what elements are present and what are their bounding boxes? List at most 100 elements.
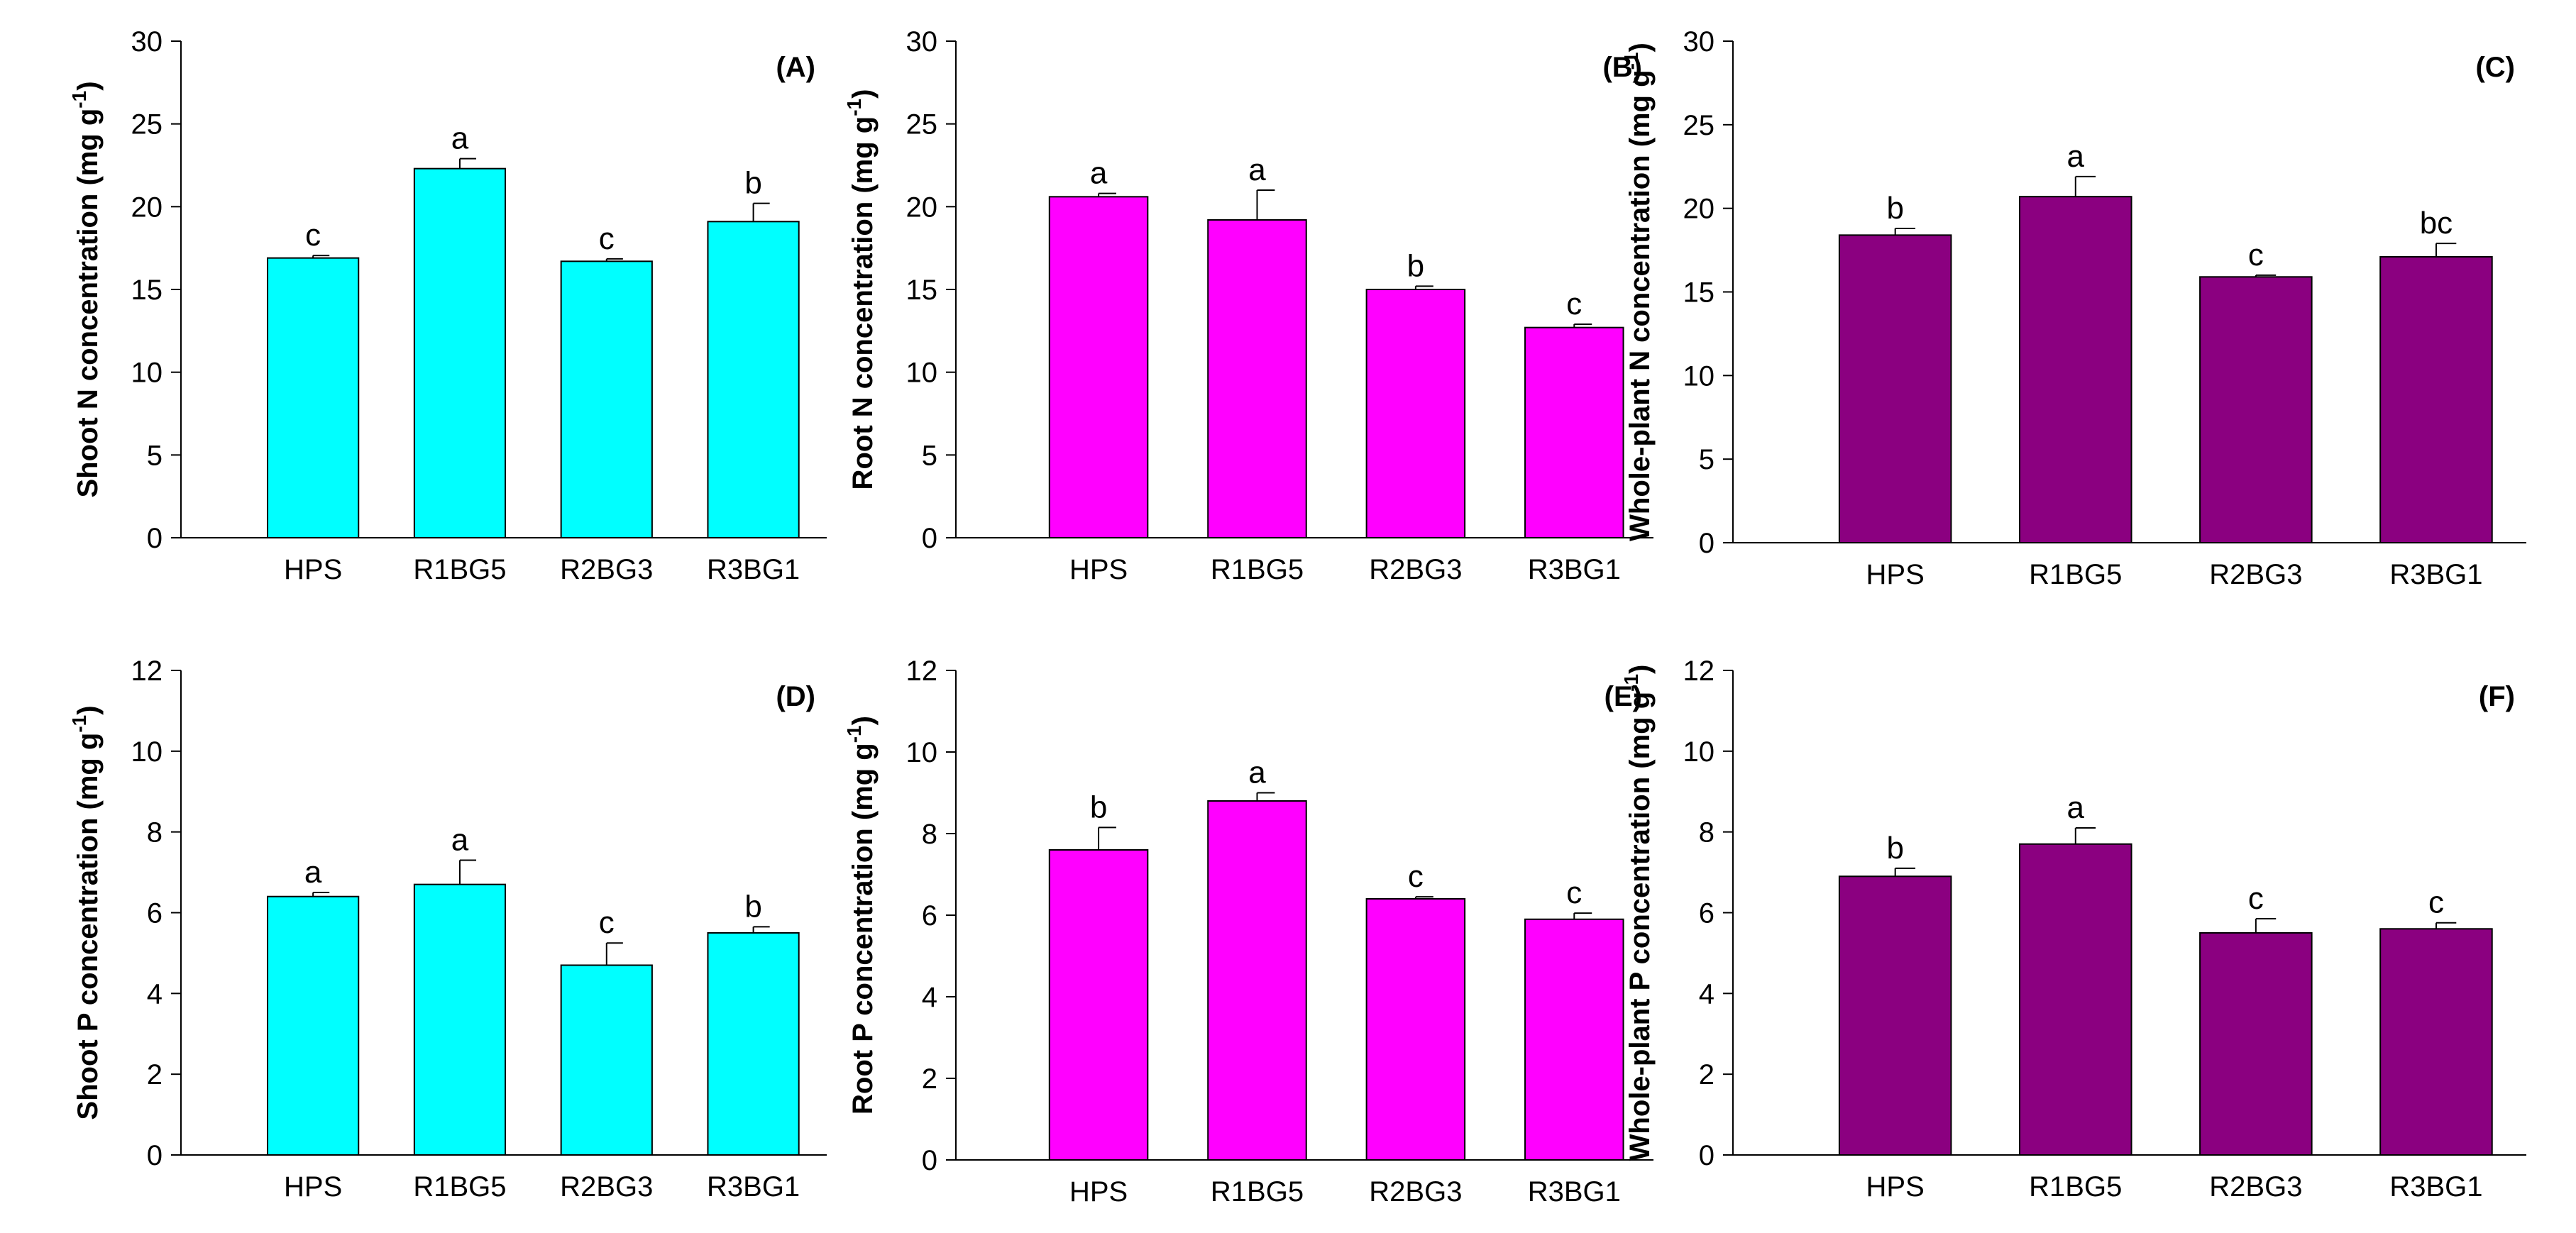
significance-letter: b bbox=[744, 889, 761, 924]
y-axis-title-main: Root N concentration (mg g bbox=[847, 116, 879, 490]
y-tick-label: 0 bbox=[922, 1145, 937, 1176]
x-tick-label: R3BG1 bbox=[1528, 554, 1621, 585]
x-tick-label: R2BG3 bbox=[2209, 1171, 2302, 1202]
y-axis-title: Root P concentration (mg g-1) bbox=[843, 716, 879, 1115]
y-tick-label: 15 bbox=[1683, 277, 1715, 309]
y-tick-label: 5 bbox=[147, 440, 163, 471]
y-axis-title-superscript: -1 bbox=[843, 725, 865, 743]
bar bbox=[2199, 931, 2313, 1156]
significance-letter: a bbox=[304, 855, 322, 890]
y-tick-label: 20 bbox=[1683, 194, 1715, 225]
y-tick-label: 2 bbox=[1699, 1059, 1714, 1090]
significance-letter: b bbox=[1886, 831, 1903, 866]
y-axis-title-end: ) bbox=[72, 705, 104, 714]
y-tick-label: 4 bbox=[147, 978, 163, 1010]
x-tick-label: HPS bbox=[1866, 559, 1925, 590]
x-tick-label: HPS bbox=[1866, 1171, 1925, 1202]
significance-letter: c bbox=[2248, 238, 2264, 272]
y-tick-label: 25 bbox=[131, 109, 163, 140]
bar bbox=[2019, 843, 2132, 1156]
bar bbox=[267, 257, 360, 538]
bar bbox=[1365, 289, 1466, 538]
bar bbox=[1524, 326, 1624, 538]
y-tick-label: 8 bbox=[1699, 817, 1714, 848]
significance-letter: b bbox=[744, 166, 761, 201]
y-axis-title-main: Whole-plant P concentration (mg g bbox=[1624, 692, 1656, 1161]
y-tick-label: 15 bbox=[906, 275, 938, 306]
bar bbox=[413, 167, 507, 538]
y-tick-label: 12 bbox=[131, 656, 163, 687]
significance-letter: bc bbox=[2420, 206, 2453, 240]
y-tick-label: 10 bbox=[1683, 736, 1715, 768]
y-axis-title-main: Shoot P concentration (mg g bbox=[72, 733, 104, 1120]
y-tick-label: 30 bbox=[906, 26, 938, 57]
significance-letter: a bbox=[1090, 156, 1108, 191]
y-tick-label: 5 bbox=[922, 440, 937, 471]
chart-panel: 0 5 10 15 20 25 30 b HPS a R1BG5 c R2BG3 bc R3BG1 (C) Wh… bbox=[1620, 26, 2526, 590]
bar bbox=[560, 964, 653, 1156]
y-tick-label: 2 bbox=[147, 1059, 163, 1090]
y-tick-label: 10 bbox=[906, 358, 938, 389]
chart-panel: 0 2 4 6 8 10 12 b HPS a R1BG5 c R2BG3 c R3BG1 (E) Root P… bbox=[843, 656, 1653, 1207]
y-axis-title-main: Shoot N concentration (mg g bbox=[72, 109, 104, 498]
significance-letter: a bbox=[2067, 139, 2085, 174]
y-tick-label: 12 bbox=[1683, 656, 1715, 687]
y-axis-title-main: Whole-plant N concentration (mg g bbox=[1624, 70, 1656, 541]
y-tick-label: 8 bbox=[147, 817, 163, 848]
significance-letter: c bbox=[599, 905, 615, 940]
x-tick-label: R1BG5 bbox=[413, 554, 506, 585]
significance-letter: b bbox=[1407, 248, 1424, 283]
y-tick-label: 10 bbox=[1683, 360, 1715, 392]
bar bbox=[1524, 918, 1624, 1161]
significance-letter: b bbox=[1090, 790, 1107, 824]
y-tick-label: 30 bbox=[131, 26, 163, 57]
significance-letter: c bbox=[1566, 875, 1582, 910]
y-axis-title-main: Root P concentration (mg g bbox=[847, 743, 879, 1115]
y-tick-label: 25 bbox=[1683, 110, 1715, 141]
significance-letter: a bbox=[1248, 153, 1266, 187]
x-tick-label: R3BG1 bbox=[2389, 559, 2482, 590]
x-tick-label: R1BG5 bbox=[1211, 554, 1304, 585]
y-tick-label: 10 bbox=[906, 737, 938, 768]
x-tick-label: HPS bbox=[1069, 1176, 1128, 1207]
y-axis-title-end: ) bbox=[1624, 665, 1656, 674]
x-tick-label: R3BG1 bbox=[707, 1171, 800, 1202]
panel-label: (A) bbox=[776, 52, 815, 83]
chart-panel: 0 2 4 6 8 10 12 a HPS a R1BG5 c R2BG3 b R3BG1 (D) Shoot … bbox=[68, 656, 827, 1202]
y-tick-label: 4 bbox=[922, 982, 937, 1013]
significance-letter: a bbox=[2067, 790, 2085, 825]
y-tick-label: 4 bbox=[1699, 978, 1714, 1010]
x-tick-label: R1BG5 bbox=[413, 1171, 506, 1202]
y-axis-title: Shoot P concentration (mg g-1) bbox=[68, 705, 104, 1119]
significance-letter: c bbox=[1566, 287, 1582, 321]
x-tick-label: R2BG3 bbox=[2209, 559, 2302, 590]
bar bbox=[707, 221, 800, 538]
bar bbox=[2019, 196, 2132, 543]
bar bbox=[1365, 898, 1466, 1161]
y-axis-title-end: ) bbox=[847, 89, 879, 99]
bar bbox=[2379, 928, 2493, 1156]
panel-label: (E) bbox=[1605, 681, 1642, 712]
bar bbox=[1838, 234, 1952, 543]
bar bbox=[1048, 849, 1149, 1161]
significance-letter: b bbox=[1886, 191, 1903, 226]
significance-letter: c bbox=[2428, 885, 2444, 920]
x-tick-label: R2BG3 bbox=[560, 554, 653, 585]
y-tick-label: 6 bbox=[1699, 898, 1714, 929]
bar bbox=[1207, 219, 1307, 538]
panel-label: (B) bbox=[1602, 52, 1642, 83]
x-tick-label: R3BG1 bbox=[1528, 1176, 1621, 1207]
x-tick-label: R2BG3 bbox=[1369, 1176, 1462, 1207]
x-tick-label: R1BG5 bbox=[2029, 1171, 2122, 1202]
y-tick-label: 2 bbox=[922, 1063, 937, 1095]
y-tick-label: 6 bbox=[147, 898, 163, 929]
chart-panel: 0 2 4 6 8 10 12 b HPS a R1BG5 c R2BG3 c R3BG1 (F) Whole-… bbox=[1620, 656, 2526, 1202]
y-axis-title-end: ) bbox=[1624, 43, 1656, 52]
panel-label: (C) bbox=[2475, 52, 2515, 83]
bar bbox=[413, 883, 507, 1156]
x-tick-label: HPS bbox=[1069, 554, 1128, 585]
y-tick-label: 0 bbox=[1699, 528, 1714, 559]
significance-letter: c bbox=[305, 218, 321, 253]
y-tick-label: 6 bbox=[922, 900, 937, 931]
